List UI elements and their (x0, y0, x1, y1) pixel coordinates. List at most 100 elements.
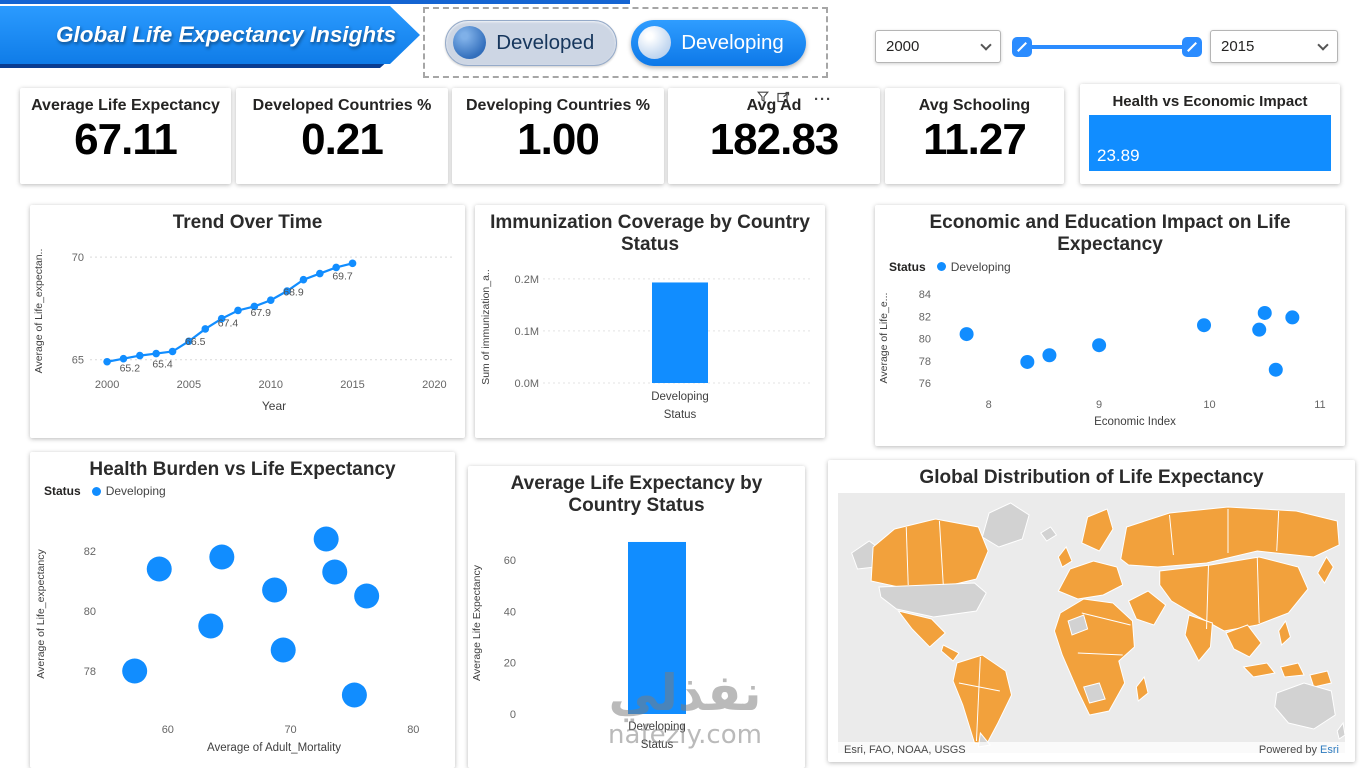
legend-item[interactable]: Developing (105, 484, 166, 499)
kpi-card-developed-countries: Developed Countries % 0.21 (236, 88, 448, 184)
slider-track[interactable] (1020, 45, 1194, 49)
svg-text:20: 20 (504, 658, 516, 670)
global-distribution-map-card: Global Distribution of Life Expectancy E… (828, 460, 1355, 762)
immunization-coverage-card: Immunization Coverage by Country Status … (475, 205, 825, 438)
health-burden-scatter-chart[interactable]: 78 80 82 60 70 80 Average of Adult_Mortality Av… (30, 498, 455, 756)
svg-text:84: 84 (919, 289, 931, 301)
svg-text:2020: 2020 (422, 379, 446, 391)
kpi-value: 182.83 (709, 115, 840, 164)
focus-mode-icon[interactable] (777, 90, 790, 108)
svg-text:Average of Life_e...: Average of Life_e... (878, 292, 890, 383)
svg-text:Sum of immunization_a..: Sum of immunization_a.. (480, 269, 492, 385)
impact-value: 23.89 (1097, 146, 1140, 165)
svg-text:65.2: 65.2 (120, 363, 141, 375)
kpi-card-average-life-expectancy: Average Life Expectancy 67.11 (20, 88, 231, 184)
svg-text:0: 0 (510, 709, 516, 721)
slider-handle-left[interactable] (1012, 37, 1032, 57)
svg-text:70: 70 (72, 253, 84, 265)
svg-text:78: 78 (919, 356, 931, 368)
svg-text:11: 11 (1314, 399, 1325, 411)
map-sources: Esri, FAO, NOAA, USGS (844, 744, 966, 757)
kpi-value: 0.21 (301, 115, 384, 164)
developing-toggle-icon (638, 26, 672, 59)
filter-icon[interactable] (757, 90, 769, 108)
svg-text:Average of Life_expectan..: Average of Life_expectan.. (33, 249, 45, 374)
health-burden-card: Health Burden vs Life Expectancy Status … (30, 452, 455, 768)
chart-title: Global Distribution of Life Expectancy (919, 467, 1264, 488)
legend-marker-icon (91, 486, 101, 496)
status-slicer: Developed Developing (423, 7, 828, 78)
svg-text:Average Life Expectancy: Average Life Expectancy (471, 564, 483, 681)
chevron-down-icon (980, 38, 992, 51)
legend-title: Status (44, 484, 81, 499)
economic-education-impact-card: Economic and Education Impact on Life Ex… (875, 205, 1345, 446)
kpi-title: Developed Countries % (252, 97, 432, 114)
svg-text:78: 78 (84, 666, 96, 678)
header-accent-strip (0, 0, 630, 4)
svg-text:76: 76 (919, 378, 931, 390)
kpi-title: Health vs Economic Impact (1112, 93, 1308, 110)
chart-title: Economic and Education Impact on Life Ex… (929, 212, 1291, 256)
kpi-title: Average Life Expectancy (31, 97, 220, 114)
world-map[interactable] (838, 493, 1346, 754)
svg-text:2000: 2000 (95, 379, 119, 391)
svg-text:65: 65 (72, 355, 84, 367)
svg-text:0.1M: 0.1M (515, 326, 539, 338)
more-options-icon[interactable]: ··· (814, 90, 832, 108)
legend-marker-icon (936, 262, 946, 272)
svg-text:Developing: Developing (628, 721, 686, 733)
svg-text:65.4: 65.4 (152, 359, 173, 371)
svg-text:Average of Life_expectancy: Average of Life_expectancy (35, 549, 47, 679)
year-range-slider[interactable] (1012, 36, 1202, 58)
kpi-title: Avg Schooling (918, 97, 1031, 114)
developing-filter-button[interactable]: Developing (631, 19, 806, 66)
svg-text:69.7: 69.7 (332, 271, 353, 283)
page-title: Global Life Expectancy Insights (56, 22, 397, 47)
chart-legend: Status Developing (30, 481, 455, 498)
immunization-bar-chart[interactable]: 0.0M 0.1M 0.2M Developing Status Sum of immun… (475, 257, 825, 425)
powered-by: Powered by Esri (1258, 744, 1339, 757)
svg-text:67.4: 67.4 (218, 318, 239, 330)
svg-text:60: 60 (504, 555, 516, 567)
svg-text:67.9: 67.9 (251, 308, 272, 320)
kpi-card-developing-countries: Developing Countries % 1.00 (452, 88, 664, 184)
svg-text:8: 8 (986, 399, 992, 411)
svg-text:Average of Adult_Mortality: Average of Adult_Mortality (207, 742, 341, 754)
legend-item[interactable]: Developing (950, 259, 1011, 274)
trend-over-time-card: Trend Over Time 65 70 2000 2005 2010 2015 2020… (30, 205, 465, 438)
developed-toggle-icon (453, 26, 487, 59)
impact-data-bar[interactable]: 23.89 (1089, 115, 1331, 171)
svg-text:82: 82 (919, 311, 931, 323)
svg-text:82: 82 (84, 546, 96, 558)
svg-text:40: 40 (504, 606, 516, 618)
svg-text:10: 10 (1203, 399, 1215, 411)
avg-life-bar-chart[interactable]: 0 20 40 60 Developing Status Average Life Expe… (468, 518, 805, 758)
kpi-value: 11.27 (923, 115, 1027, 164)
esri-link[interactable]: Esri (1320, 744, 1339, 757)
year-to-dropdown[interactable]: 2015 (1210, 30, 1338, 63)
trend-line-chart[interactable]: 65 70 2000 2005 2010 2015 2020 Year Average of L… (30, 234, 465, 430)
svg-text:80: 80 (84, 606, 96, 618)
year-from-value: 2000 (886, 38, 920, 55)
chart-title: Average Life Expectancy by Country Statu… (510, 473, 763, 517)
kpi-value: 67.11 (74, 115, 178, 164)
svg-text:Economic Index: Economic Index (1094, 416, 1176, 428)
svg-text:2010: 2010 (258, 379, 282, 391)
chart-title: Immunization Coverage by Country Status (490, 212, 810, 256)
chart-legend: Status Developing (875, 257, 1345, 274)
chart-title: Health Burden vs Life Expectancy (89, 459, 396, 480)
svg-text:9: 9 (1096, 399, 1102, 411)
kpi-title: Avg Ad (746, 97, 802, 114)
chevron-down-icon (1317, 38, 1329, 51)
developed-filter-button[interactable]: Developed (445, 19, 618, 66)
visual-header-toolbar: ··· (757, 90, 832, 108)
svg-text:0.0M: 0.0M (515, 378, 539, 390)
svg-text:60: 60 (162, 724, 174, 736)
dashboard-title-banner: Global Life Expectancy Insights (0, 6, 420, 64)
svg-text:70: 70 (284, 724, 296, 736)
slider-handle-right[interactable] (1182, 37, 1202, 57)
economic-scatter-chart[interactable]: 76 78 80 82 84 8 9 10 11 Economic Index Average of… (875, 274, 1345, 430)
svg-text:80: 80 (919, 333, 931, 345)
year-from-dropdown[interactable]: 2000 (875, 30, 1001, 63)
developed-label: Developed (496, 30, 595, 54)
